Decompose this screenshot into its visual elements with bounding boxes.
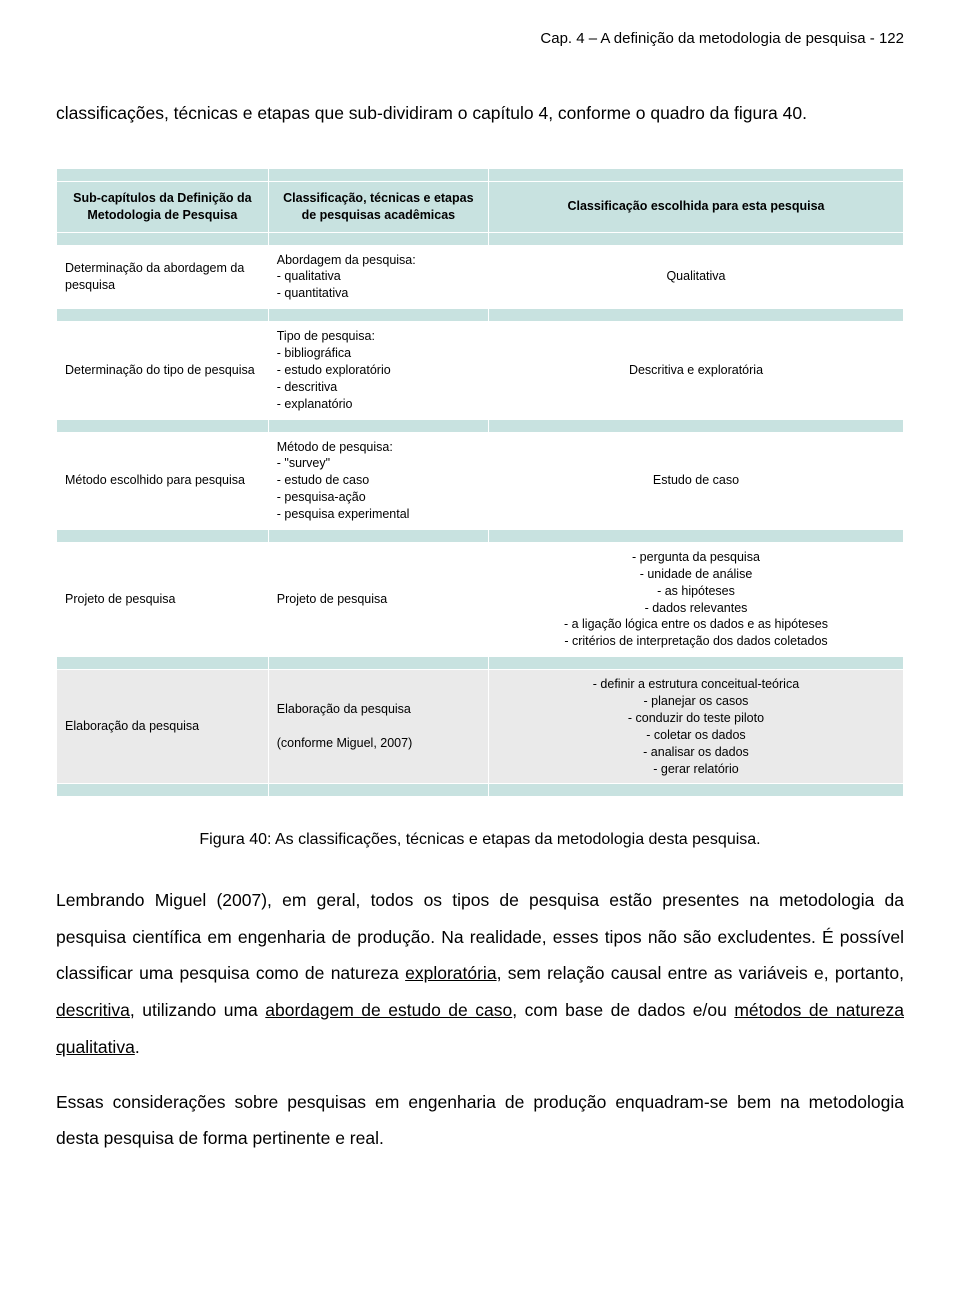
table-row: Determinação do tipo de pesquisa Tipo de… bbox=[57, 322, 904, 419]
row5-c1: Elaboração da pesquisa bbox=[57, 670, 269, 784]
table-row: Método escolhido para pesquisa Método de… bbox=[57, 432, 904, 529]
table-row: Projeto de pesquisa Projeto de pesquisa … bbox=[57, 542, 904, 656]
row3-c2: Método de pesquisa: - "survey" - estudo … bbox=[268, 432, 488, 529]
row1-c3: Qualitativa bbox=[488, 245, 903, 309]
col-header-1: Sub-capítulos da Definição da Metodologi… bbox=[57, 181, 269, 232]
row1-c2: Abordagem da pesquisa: - qualitativa - q… bbox=[268, 245, 488, 309]
underline-abordagem: abordagem de estudo de caso bbox=[265, 1000, 512, 1020]
p1-mid2: , utilizando uma bbox=[130, 1000, 265, 1020]
table-row: Determinação da abordagem da pesquisa Ab… bbox=[57, 245, 904, 309]
row3-c3: Estudo de caso bbox=[488, 432, 903, 529]
row2-c3: Descritiva e exploratória bbox=[488, 322, 903, 419]
p1-mid1: , sem relação causal entre as variáveis … bbox=[497, 963, 904, 983]
row5-c3: - definir a estrutura conceitual-teórica… bbox=[488, 670, 903, 784]
intro-paragraph: classificações, técnicas e etapas que su… bbox=[56, 95, 904, 132]
row2-c2: Tipo de pesquisa: - bibliográfica - estu… bbox=[268, 322, 488, 419]
p1-post: . bbox=[135, 1037, 140, 1057]
p1-mid3: , com base de dados e/ou bbox=[512, 1000, 734, 1020]
col-header-2: Classificação, técnicas e etapas de pesq… bbox=[268, 181, 488, 232]
row4-c1: Projeto de pesquisa bbox=[57, 542, 269, 656]
body-paragraph-1: Lembrando Miguel (2007), em geral, todos… bbox=[56, 882, 904, 1066]
row5-c2: Elaboração da pesquisa (conforme Miguel,… bbox=[268, 670, 488, 784]
underline-exploratoria: exploratória bbox=[405, 963, 496, 983]
table-header-row: Sub-capítulos da Definição da Metodologi… bbox=[57, 181, 904, 232]
row4-c3: - pergunta da pesquisa - unidade de anál… bbox=[488, 542, 903, 656]
col-header-3: Classificação escolhida para esta pesqui… bbox=[488, 181, 903, 232]
table-row: Elaboração da pesquisa Elaboração da pes… bbox=[57, 670, 904, 784]
row4-c2: Projeto de pesquisa bbox=[268, 542, 488, 656]
row2-c1: Determinação do tipo de pesquisa bbox=[57, 322, 269, 419]
figure-caption: Figura 40: As classificações, técnicas e… bbox=[56, 829, 904, 851]
body-paragraph-2: Essas considerações sobre pesquisas em e… bbox=[56, 1084, 904, 1158]
page-header: Cap. 4 – A definição da metodologia de p… bbox=[56, 28, 904, 49]
underline-descritiva: descritiva bbox=[56, 1000, 130, 1020]
row3-c1: Método escolhido para pesquisa bbox=[57, 432, 269, 529]
row1-c1: Determinação da abordagem da pesquisa bbox=[57, 245, 269, 309]
methodology-table: Sub-capítulos da Definição da Metodologi… bbox=[56, 168, 904, 798]
